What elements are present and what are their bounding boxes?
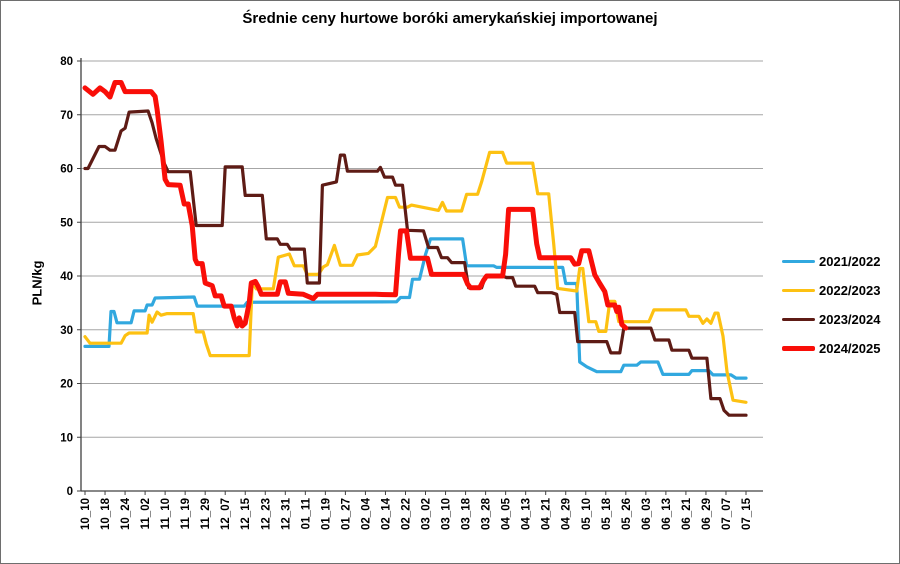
- x-tick-label: 01_27: [340, 498, 352, 530]
- x-tick-label: 07_15: [741, 497, 753, 530]
- legend-line-swatch: [782, 346, 815, 351]
- x-tick-label: 11_19: [180, 498, 192, 529]
- x-tick-label: 04_21: [541, 497, 553, 530]
- x-tick-label: 04_05: [501, 497, 513, 530]
- x-tick-label: 11_10: [160, 498, 172, 529]
- x-tick-label: 06_13: [661, 498, 673, 530]
- x-tick-label: 01_11: [300, 497, 312, 529]
- x-tick-label: 03_02: [421, 498, 433, 530]
- legend-label: 2024/2025: [819, 341, 881, 356]
- x-tick-label: 03_28: [481, 497, 493, 530]
- x-tick-label: 11_02: [140, 498, 152, 529]
- x-tick-label: 10_18: [100, 497, 112, 530]
- x-tick-label: 03_18: [461, 497, 473, 530]
- legend-line-swatch: [782, 259, 815, 264]
- x-tick-label: 02_04: [360, 497, 372, 530]
- y-tick-label: 10: [60, 432, 73, 444]
- x-tick-label: 06_29: [701, 498, 713, 530]
- y-tick-label: 20: [60, 379, 73, 391]
- series-line-2023-2024: [83, 109, 748, 417]
- x-tick-label: 04_29: [561, 498, 573, 530]
- y-tick-label: 40: [60, 271, 73, 283]
- x-tick-label: 12_23: [260, 498, 272, 530]
- x-tick-label: 05_26: [621, 498, 633, 530]
- legend-item-2021-2022: 2021/2022: [782, 247, 880, 276]
- legend-line-swatch: [782, 288, 815, 293]
- x-tick-label: 07_07: [721, 498, 733, 530]
- legend-item-2022-2023: 2022/2023: [782, 276, 880, 305]
- x-tick-label: 02_22: [400, 498, 412, 530]
- x-tick-label: 06_21: [681, 497, 693, 530]
- y-tick-label: 0: [67, 486, 73, 498]
- x-tick-label: 06_03: [641, 498, 653, 530]
- legend-label: 2023/2024: [819, 312, 881, 327]
- x-tick-label: 10_24: [120, 497, 132, 530]
- x-tick-label: 02_14: [380, 497, 392, 530]
- legend-item-2023-2024: 2023/2024: [782, 305, 880, 334]
- y-tick-label: 80: [60, 56, 73, 68]
- y-tick-label: 50: [60, 217, 73, 229]
- legend-line-swatch: [782, 317, 815, 322]
- legend-label: 2021/2022: [819, 254, 881, 269]
- x-tick-label: 12_07: [220, 498, 232, 530]
- x-tick-label: 05_10: [581, 498, 593, 530]
- x-tick-label: 04_13: [521, 498, 533, 530]
- y-tick-label: 60: [60, 164, 73, 176]
- series-line-2024-2025: [82, 80, 629, 331]
- x-tick-label: 11_29: [200, 498, 212, 529]
- series-line-2021-2022: [83, 237, 748, 380]
- y-tick-label: 70: [60, 110, 73, 122]
- x-tick-label: 05_18: [601, 497, 613, 530]
- x-tick-label: 12_15: [240, 497, 252, 530]
- x-tick-label: 01_19: [320, 498, 332, 530]
- x-tick-label: 10_10: [80, 498, 92, 530]
- chart-title: Średnie ceny hurtowe boróki amerykańskie…: [242, 10, 658, 27]
- legend-item-2024-2025: 2024/2025: [782, 334, 880, 363]
- y-tick-label: 30: [60, 325, 73, 337]
- series-line-2022-2023: [83, 150, 748, 404]
- legend-label: 2022/2023: [819, 283, 881, 298]
- legend: 2021/2022 2022/2023 2023/2024 2024/2025: [782, 247, 880, 363]
- x-tick-label: 03_10: [441, 498, 453, 530]
- x-tick-label: 12_31: [280, 497, 292, 530]
